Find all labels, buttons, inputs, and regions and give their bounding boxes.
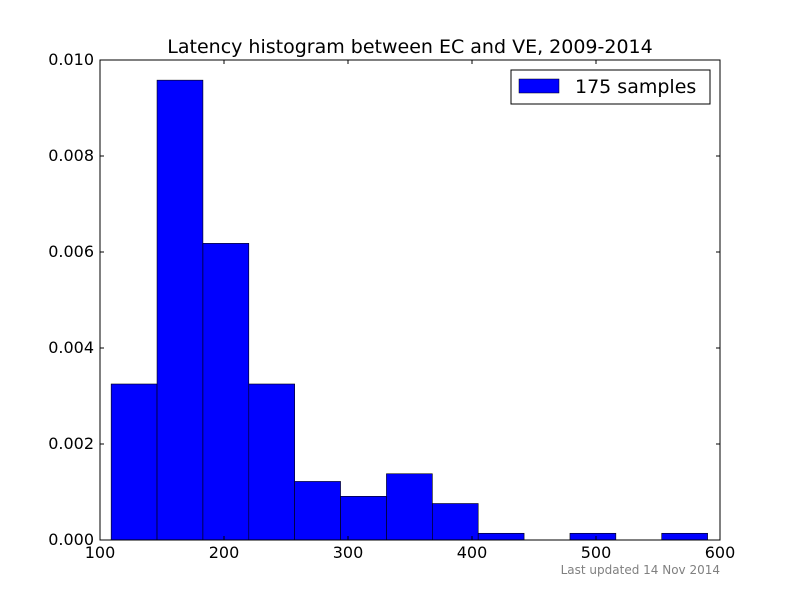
histogram-bar-4 [294, 481, 341, 541]
x-tick-label-1: 200 [209, 543, 240, 562]
histogram-bar-5 [340, 496, 387, 541]
y-tick-label-5: 0.010 [48, 50, 94, 69]
legend-label: 175 samples [575, 76, 696, 98]
bars-group [110, 79, 708, 541]
histogram-bar-0 [110, 383, 158, 541]
axis-ticks: 100 200 300 400 500 600 0.000 0.002 0.004 0.006 0.… [48, 50, 735, 562]
histogram-bar-1 [156, 79, 204, 541]
chart-title: Latency histogram between EC and VE, 200… [167, 36, 652, 58]
last-updated-note: Last updated 14 Nov 2014 [561, 563, 720, 577]
x-tick-label-0: 100 [85, 543, 116, 562]
histogram-bar-8 [477, 532, 525, 541]
y-tick-label-0: 0.000 [48, 530, 94, 549]
legend: 175 samples [510, 69, 711, 105]
histogram-bar-10 [569, 532, 617, 541]
x-tick-label-3: 400 [457, 543, 488, 562]
y-tick-label-4: 0.008 [48, 146, 94, 165]
histogram-bar-2 [202, 243, 250, 541]
y-tick-label-2: 0.004 [48, 338, 94, 357]
y-tick-label-3: 0.006 [48, 242, 94, 261]
legend-swatch [518, 78, 560, 94]
histogram-bar-7 [432, 503, 479, 541]
plot-frame [99, 59, 721, 541]
histogram-bar-6 [386, 473, 433, 541]
x-tick-label-5: 600 [705, 543, 736, 562]
histogram-bar-3 [248, 383, 295, 541]
x-tick-label-4: 500 [581, 543, 612, 562]
x-tick-label-2: 300 [333, 543, 364, 562]
histogram-bar-12 [661, 532, 708, 541]
y-tick-label-1: 0.002 [48, 434, 94, 453]
